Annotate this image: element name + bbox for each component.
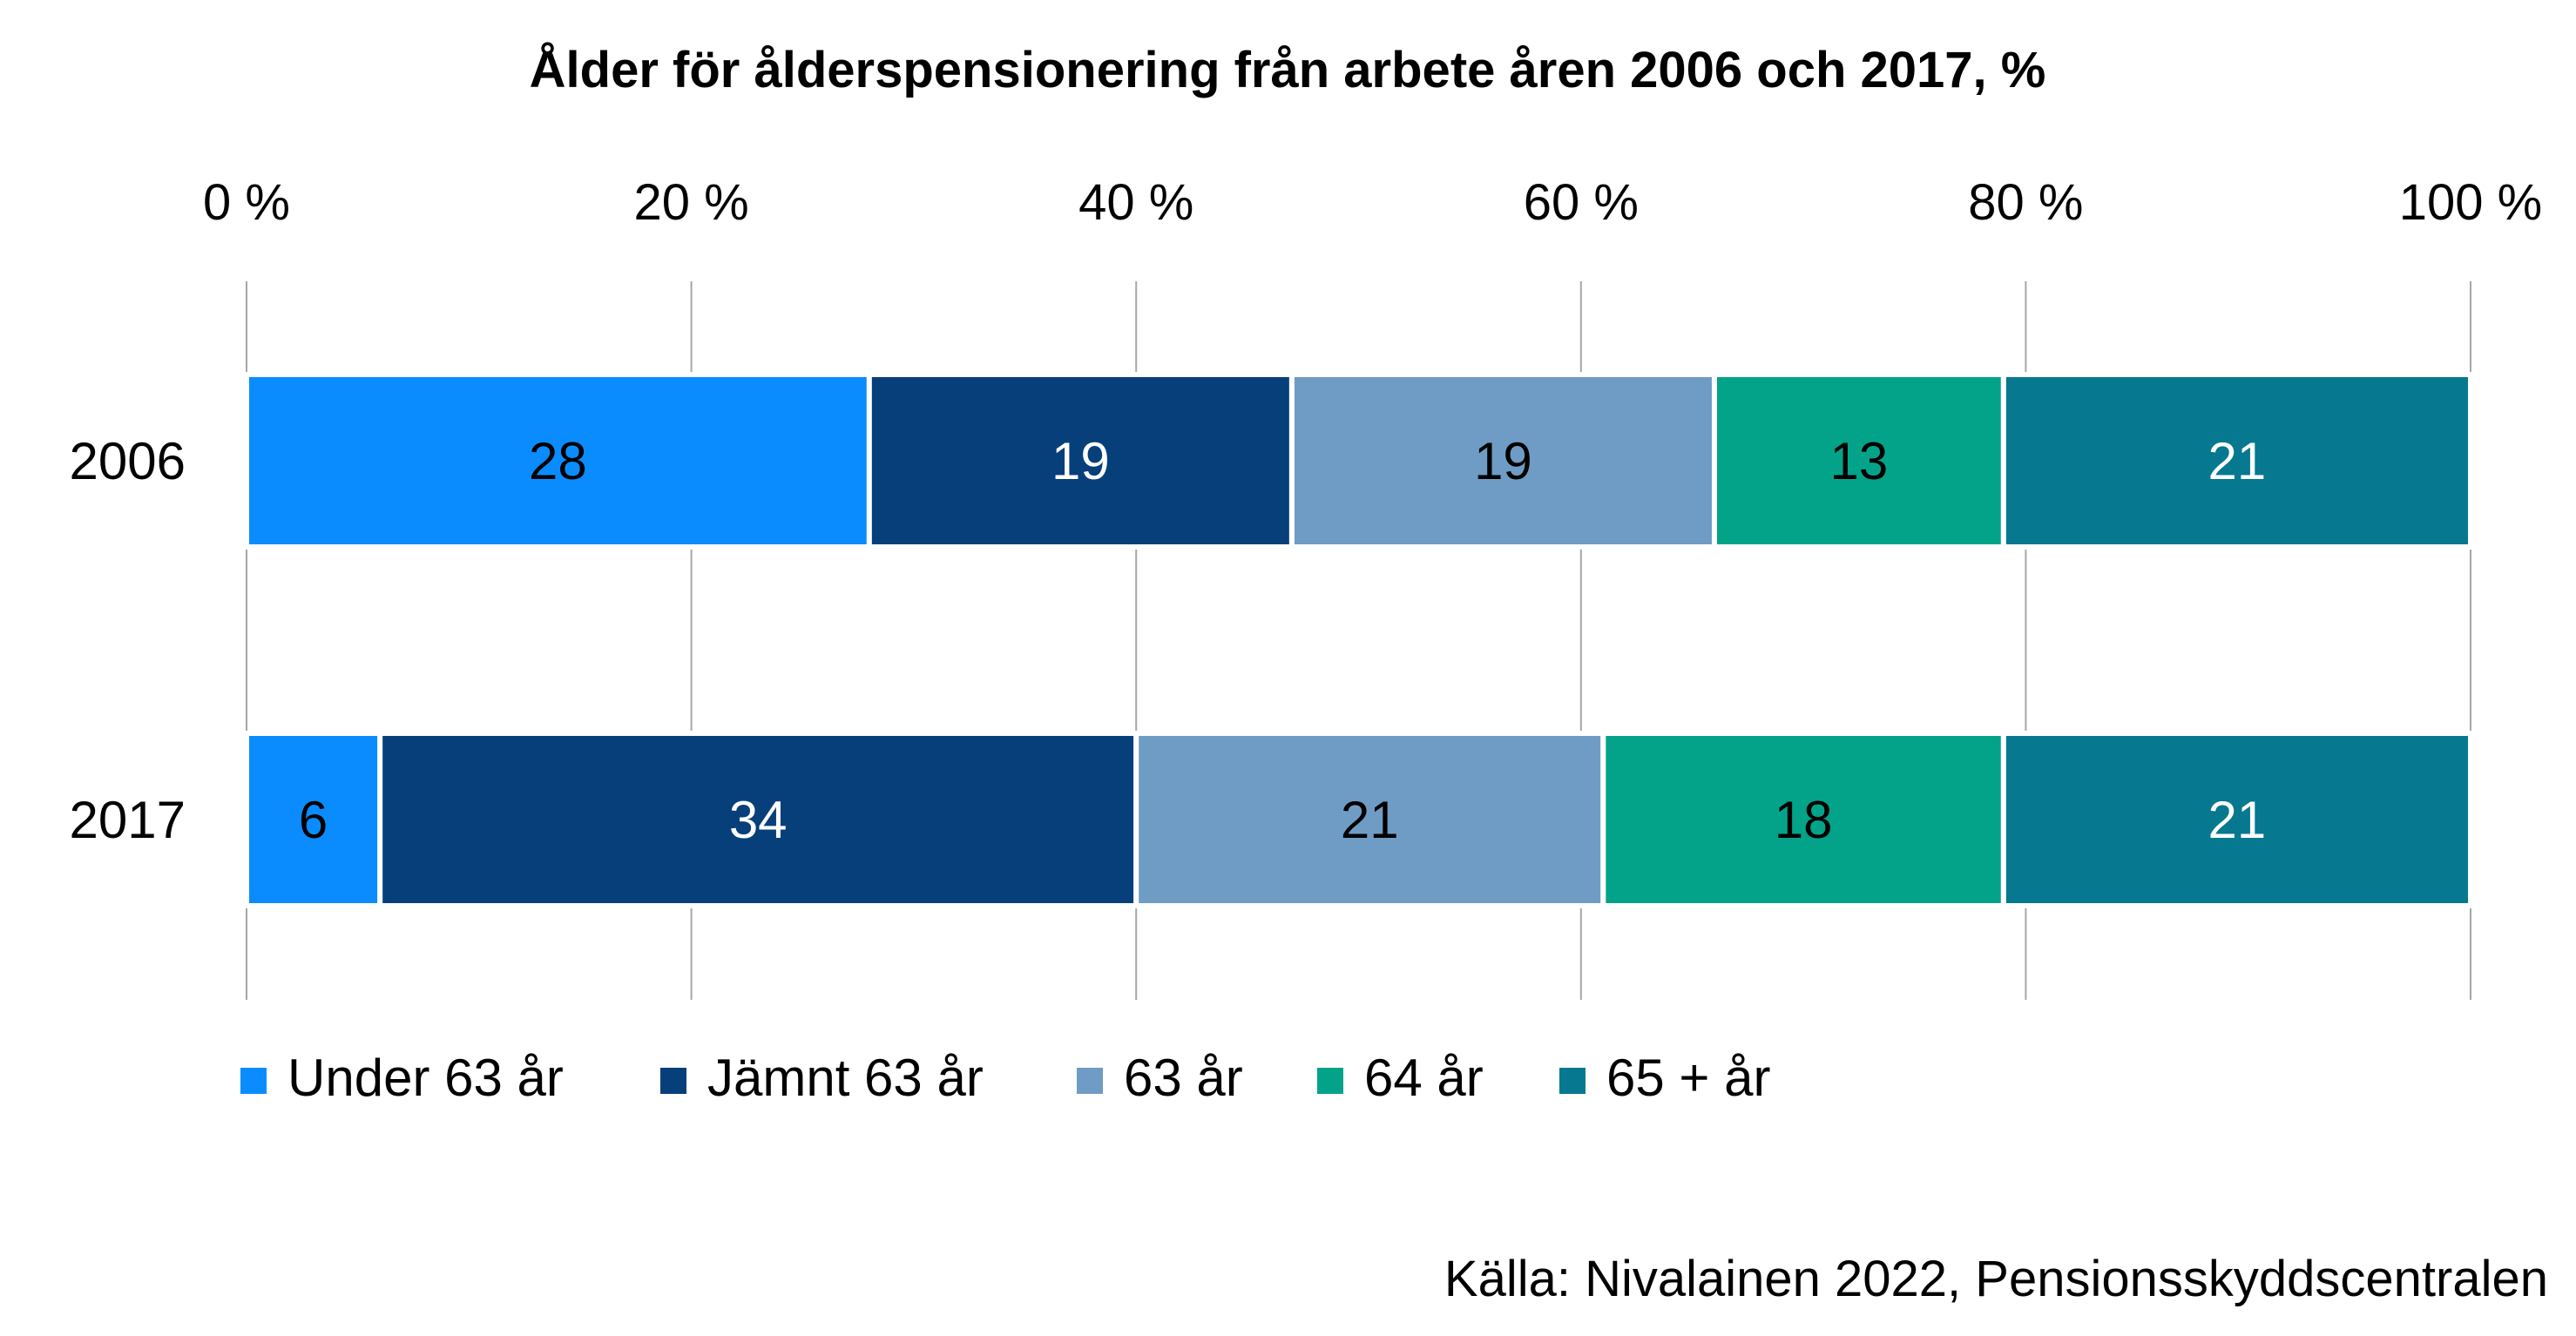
category-label: 2006	[70, 432, 186, 490]
x-axis-tick-labels: 0 % 20 % 40 % 60 % 80 % 100 %	[203, 174, 2542, 231]
bar-data-label: 21	[2208, 432, 2267, 490]
x-tick-label: 40 %	[1078, 174, 1193, 231]
source-note: Källa: Nivalainen 2022, Pensionsskyddsce…	[1444, 1251, 2548, 1307]
x-tick-label: 20 %	[633, 174, 748, 231]
legend-label: Under 63 år	[287, 1049, 564, 1107]
bar-data-label: 21	[2208, 791, 2267, 849]
x-tick-label: 0 %	[203, 174, 290, 231]
x-tick-label: 100 %	[2399, 174, 2542, 231]
bar-data-label: 21	[1341, 791, 1399, 849]
bars	[244, 372, 2474, 908]
bar-data-label: 28	[529, 432, 587, 490]
bar-segment	[2000, 731, 2474, 908]
bar-data-label: 19	[1474, 432, 1532, 490]
bar-data-label: 6	[299, 791, 328, 849]
bar-data-label: 19	[1051, 432, 1110, 490]
bar-data-label: 18	[1775, 791, 1833, 849]
bar-data-label: 34	[729, 791, 788, 849]
legend-swatch	[1077, 1068, 1103, 1094]
bar-segment	[1288, 372, 1717, 550]
bar-segment	[2000, 372, 2474, 550]
bar-data-label: 13	[1830, 432, 1889, 490]
y-axis-category-labels: 2006 2017	[70, 432, 186, 849]
bar-segment	[866, 372, 1295, 550]
legend-label: 64 år	[1364, 1049, 1484, 1107]
legend-swatch	[240, 1068, 267, 1094]
legend-swatch	[660, 1068, 686, 1094]
legend-label: 65 + år	[1606, 1049, 1770, 1107]
legend-label: Jämnt 63 år	[707, 1049, 984, 1107]
chart-title: Ålder för ålderspensionering från arbete…	[530, 42, 2046, 98]
bar-segment	[1600, 731, 2006, 908]
legend-label: 63 år	[1124, 1049, 1243, 1107]
category-label: 2017	[70, 791, 186, 849]
bar-segment	[1711, 372, 2006, 550]
bar-data-labels: 28 19 19 13 21 6 34 21 18 21	[299, 432, 2266, 849]
bar-segment	[244, 372, 872, 550]
x-tick-label: 60 %	[1524, 174, 1639, 231]
legend-swatch	[1317, 1068, 1343, 1094]
legend-swatch	[1559, 1068, 1585, 1094]
x-tick-label: 80 %	[1968, 174, 2083, 231]
bar-segment	[244, 731, 383, 908]
legend: Under 63 år Jämnt 63 år 63 år 64 år 65 + år	[240, 1049, 1770, 1107]
